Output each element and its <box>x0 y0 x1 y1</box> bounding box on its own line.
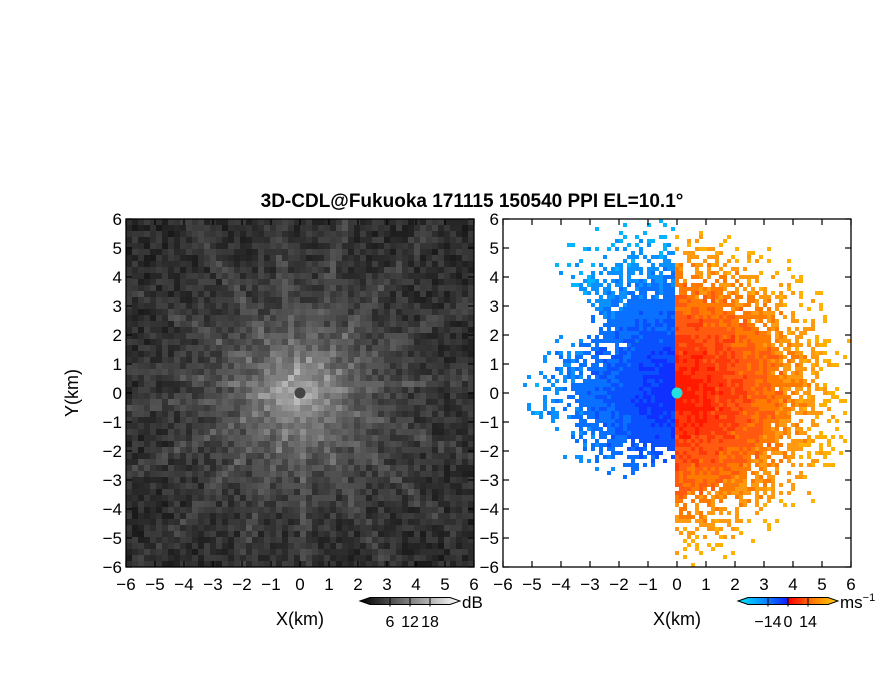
x-axis-label: X(km) <box>653 609 701 629</box>
y-tick-label: −4 <box>103 500 122 519</box>
y-tick-label: 4 <box>113 268 122 287</box>
y-tick-label: 4 <box>490 268 499 287</box>
y-tick-label: 3 <box>113 297 122 316</box>
y-tick-label: −4 <box>480 500 499 519</box>
y-tick-label: −5 <box>480 529 499 548</box>
x-tick-label: −3 <box>203 575 222 594</box>
y-tick-label: 2 <box>490 326 499 345</box>
colorbar-tick-label: −14 <box>754 614 781 631</box>
x-tick-label: −3 <box>580 575 599 594</box>
y-tick-label: −5 <box>103 529 122 548</box>
colorbar-unit: ms−1 <box>840 592 875 612</box>
x-tick-label: 3 <box>759 575 768 594</box>
x-tick-label: 6 <box>469 575 478 594</box>
colorbar-unit-exponent: −1 <box>863 592 876 604</box>
x-tick-label: 0 <box>295 575 304 594</box>
y-tick-label: 0 <box>113 384 122 403</box>
y-tick-label: 6 <box>113 210 122 229</box>
x-tick-label: 1 <box>701 575 710 594</box>
colorbar-tick-label: 12 <box>401 614 419 631</box>
colorbar-tick-label: 18 <box>421 614 439 631</box>
x-tick-label: −4 <box>551 575 570 594</box>
colorbar-tick-label: 6 <box>386 614 395 631</box>
colorbar-tick-label: 0 <box>784 614 793 631</box>
y-tick-label: 6 <box>490 210 499 229</box>
y-tick-label: 5 <box>113 239 122 258</box>
axis-ticks: −6 −5 −4 −3 −2 −1 0 1 2 3 4 5 6 −6 −5 −4 −3 −2 −1 0 1 2 3 4 5 6 <box>103 210 479 594</box>
colorbar-tick-label: 14 <box>799 614 817 631</box>
y-tick-label: 1 <box>113 355 122 374</box>
x-tick-label: −2 <box>232 575 251 594</box>
y-axis-label: Y(km) <box>62 369 82 417</box>
x-tick-label: 2 <box>353 575 362 594</box>
x-tick-label: −2 <box>609 575 628 594</box>
x-tick-label: 1 <box>324 575 333 594</box>
radar-site-marker <box>671 387 683 399</box>
x-tick-label: 0 <box>672 575 681 594</box>
y-tick-label: 3 <box>490 297 499 316</box>
x-tick-label: −1 <box>638 575 657 594</box>
x-axis-label: X(km) <box>276 609 324 629</box>
y-tick-label: 0 <box>490 384 499 403</box>
colorbar-unit: dB <box>462 593 483 612</box>
colorbar-velocity: −14 0 14 ms−1 <box>736 592 875 631</box>
x-tick-label: 2 <box>730 575 739 594</box>
y-tick-label: −2 <box>103 442 122 461</box>
y-tick-label: −3 <box>103 471 122 490</box>
colorbar-db: 6 12 18 dB <box>358 593 483 631</box>
backscatter-heatmap <box>126 219 474 567</box>
y-tick-label: 2 <box>113 326 122 345</box>
figure-title: 3D-CDL@Fukuoka 171115 150540 PPI EL=10.1… <box>261 191 684 212</box>
x-tick-label: 4 <box>411 575 420 594</box>
x-tick-label: −6 <box>493 575 512 594</box>
radar-site-marker <box>294 387 306 399</box>
x-tick-label: −1 <box>261 575 280 594</box>
x-tick-label: −4 <box>174 575 193 594</box>
y-tick-label: −2 <box>480 442 499 461</box>
x-tick-label: 5 <box>440 575 449 594</box>
x-tick-label: 5 <box>817 575 826 594</box>
y-tick-label: −6 <box>103 558 122 577</box>
y-tick-label: −1 <box>103 413 122 432</box>
x-tick-label: 3 <box>382 575 391 594</box>
y-tick-label: −1 <box>480 413 499 432</box>
axis-ticks: −6 −5 −4 −3 −2 −1 0 1 2 3 4 5 6 −6 −5 −4 −3 −2 −1 0 1 2 3 4 5 6 <box>480 210 856 594</box>
y-tick-label: 1 <box>490 355 499 374</box>
x-tick-label: 4 <box>788 575 797 594</box>
x-tick-label: −5 <box>522 575 541 594</box>
x-tick-label: −6 <box>116 575 135 594</box>
y-tick-label: −6 <box>480 558 499 577</box>
y-tick-label: −3 <box>480 471 499 490</box>
velocity-heatmap <box>523 219 851 567</box>
x-tick-label: −5 <box>145 575 164 594</box>
x-tick-label: 6 <box>846 575 855 594</box>
y-tick-label: 5 <box>490 239 499 258</box>
doppler-velocity-panel: −6 −5 −4 −3 −2 −1 0 1 2 3 4 5 6 −6 −5 −4 −3 −2 −1 0 1 2 3 4 5 6 X… <box>480 210 876 631</box>
